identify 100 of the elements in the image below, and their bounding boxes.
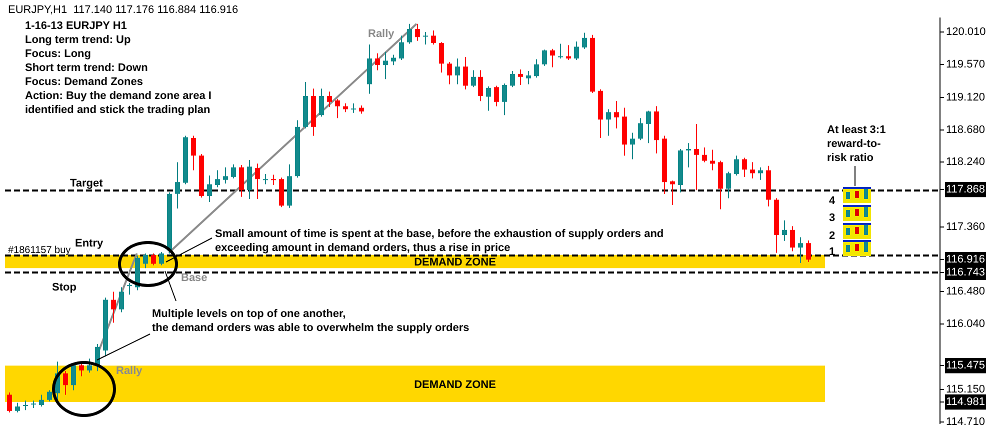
- candlestick: [526, 70, 531, 85]
- chart-subtitle: EURJPY,H1 117.140 117.176 116.884 116.916: [8, 4, 238, 16]
- y-tick-label: 114.710: [946, 416, 985, 428]
- candlestick: [215, 170, 220, 188]
- candlestick: [534, 58, 539, 78]
- candlestick: [646, 110, 651, 144]
- band-label: DEMAND ZONE: [414, 378, 496, 391]
- candlestick: [207, 174, 212, 202]
- y-tick-label: 116.480: [946, 286, 985, 298]
- annotation: Multiple levels on top of one another,: [152, 308, 346, 320]
- candlestick: [790, 226, 795, 252]
- annotation: reward-to-: [827, 138, 882, 150]
- candlestick: [335, 98, 340, 119]
- annotation: the demand orders was able to overwhelm the supply orders: [152, 322, 470, 334]
- y-tick-label: 114.981: [946, 396, 985, 408]
- candlestick: [502, 82, 507, 116]
- candlestick: [510, 70, 515, 88]
- chart-title: 1-16-13 EURJPY H1: [25, 20, 127, 32]
- annotation: Long term trend: Up: [25, 34, 131, 46]
- candlestick: [638, 118, 643, 141]
- annotation: Rally: [368, 28, 396, 40]
- candlestick: [431, 30, 436, 45]
- candlestick: [191, 135, 196, 171]
- candlestick: [63, 370, 68, 396]
- y-tick-label: 116.743: [946, 266, 985, 278]
- candlestick: [231, 164, 236, 179]
- candlestick: [127, 282, 132, 296]
- candlestick: [494, 85, 499, 107]
- candlestick: [47, 390, 52, 402]
- candlestick: [255, 163, 260, 200]
- y-tick-label: 115.475: [946, 360, 985, 372]
- candlestick: [486, 86, 491, 112]
- y-tick-label: 115.150: [946, 384, 985, 396]
- annotation: Short term trend: Down: [25, 62, 148, 74]
- candlestick: [694, 123, 699, 191]
- candlestick: [119, 286, 124, 313]
- band-label: DEMAND ZONE: [414, 256, 496, 269]
- candlestick: [478, 70, 483, 102]
- candlestick: [247, 160, 252, 200]
- annotation: Small amount of time is spent at the base, before the exhaustion of supply orders and: [215, 228, 664, 240]
- candlestick: [263, 173, 268, 185]
- candlestick: [574, 41, 579, 60]
- candlestick: [87, 358, 92, 374]
- annotation: Focus: Long: [25, 48, 91, 60]
- y-tick-label: 119.120: [946, 91, 985, 104]
- candlestick: [407, 23, 412, 44]
- candlestick: [159, 251, 164, 266]
- candlestick: [726, 171, 731, 199]
- candlestick: [566, 44, 571, 60]
- candlestick: [463, 56, 468, 90]
- candlestick: [23, 400, 28, 411]
- ref-line-label: Stop: [52, 282, 77, 294]
- annotation: exceeding amount in demand orders, thus a rise in price: [215, 242, 510, 254]
- candlestick: [111, 291, 116, 324]
- candlestick: [399, 35, 404, 60]
- candlestick: [782, 220, 787, 242]
- annotation: Rally: [116, 365, 144, 378]
- annotation: identified and stick the trading plan: [25, 104, 210, 116]
- candlestick: [79, 362, 84, 377]
- y-tick-label: 117.868: [946, 184, 985, 196]
- candlestick: [151, 252, 156, 266]
- candlestick: [223, 166, 228, 184]
- candlestick: [439, 42, 444, 73]
- candlestick: [471, 70, 476, 88]
- annotation: At least 3:1: [827, 124, 886, 136]
- candlestick: [518, 69, 523, 86]
- candlestick: [319, 88, 324, 118]
- y-tick-label: 120.010: [946, 26, 986, 38]
- candlestick: [670, 180, 675, 206]
- candlestick: [15, 402, 20, 413]
- candlestick: [31, 400, 36, 408]
- candlestick: [710, 149, 715, 171]
- annotation: #1861157 buy: [8, 244, 71, 256]
- candlestick: [614, 100, 619, 129]
- annotation: 2: [829, 230, 836, 242]
- y-tick-label: 118.240: [946, 156, 985, 168]
- annotation: 3: [829, 212, 836, 224]
- annotation: Action: Buy the demand zone area I: [25, 90, 212, 102]
- annotation: Base: [181, 272, 208, 284]
- y-tick-label: 116.916: [946, 254, 985, 266]
- candlestick: [327, 91, 332, 108]
- ref-line-label: Target: [70, 178, 104, 190]
- annotation: 4: [829, 195, 836, 208]
- candlestick: [143, 252, 148, 269]
- candlestick: [686, 142, 691, 168]
- candlestick: [806, 240, 811, 262]
- ref-line-label: Entry: [75, 238, 104, 250]
- candlestick: [798, 236, 803, 264]
- candlestick: [750, 162, 755, 179]
- y-tick-label: 119.570: [946, 58, 985, 70]
- candlestick: [415, 23, 420, 42]
- candlestick: [375, 52, 380, 71]
- annotation: risk ratio: [827, 152, 874, 164]
- candlestick: [423, 31, 428, 45]
- candlestick: [742, 157, 747, 178]
- candlestick: [239, 164, 244, 198]
- y-tick-label: 116.040: [946, 318, 985, 330]
- candlestick: [351, 102, 356, 114]
- annotation: Focus: Demand Zones: [25, 76, 143, 88]
- candlestick: [7, 392, 12, 413]
